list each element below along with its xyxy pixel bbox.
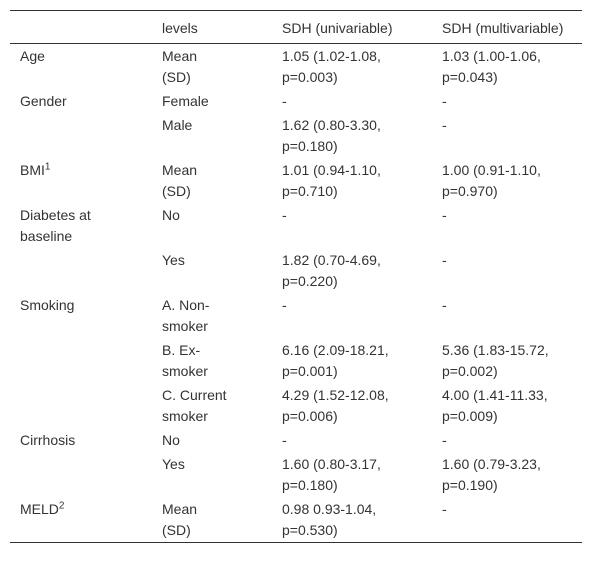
table-body: Age Mean (SD) 1.05 (1.02-1.08, p=0.003) 1.0…: [10, 44, 582, 543]
table-row: MELD2 Mean (SD) 0.98 0.93-1.04, p=0.530) -: [10, 497, 582, 543]
label-text: Cirrhosis: [20, 432, 76, 448]
table-cell: A. Non-smoker: [162, 297, 210, 334]
header-cell: levels: [162, 20, 198, 36]
table-cell: -: [282, 432, 287, 448]
table-cell: B. Ex-smoker: [162, 342, 208, 379]
table-cell: Mean (SD): [162, 48, 198, 85]
table-row: Male 1.62 (0.80-3.30, p=0.180) -: [10, 113, 582, 158]
row-label: Smoking: [10, 293, 152, 338]
header-cell: SDH (multivariable): [442, 20, 564, 36]
table-cell: 6.16 (2.09-18.21, p=0.001): [282, 342, 389, 379]
table-cell: 5.36 (1.83-15.72, p=0.002): [442, 342, 549, 379]
header-cell: [10, 11, 152, 44]
table-cell: 4.00 (1.41-11.33, p=0.009): [442, 387, 548, 424]
table-cell: 1.05 (1.02-1.08, p=0.003): [282, 48, 381, 85]
row-label: BMI1: [10, 158, 152, 203]
table-cell: Female: [162, 93, 209, 109]
table-cell: -: [442, 432, 447, 448]
table-cell: -: [282, 297, 287, 313]
table-cell: -: [442, 501, 447, 517]
table-cell: 1.01 (0.94-1.10, p=0.710): [282, 162, 381, 199]
table-cell: -: [442, 93, 447, 109]
row-label: [10, 383, 152, 428]
table-cell: Male: [162, 117, 193, 133]
table-cell: 1.82 (0.70-4.69, p=0.220): [282, 252, 381, 289]
table-cell: 1.62 (0.80-3.30, p=0.180): [282, 117, 381, 154]
table-cell: 1.60 (0.79-3.23, p=0.190): [442, 456, 541, 493]
table-cell: 1.00 (0.91-1.10, p=0.970): [442, 162, 541, 199]
table-cell: -: [442, 207, 447, 223]
row-label: [10, 113, 152, 158]
table-row: B. Ex-smoker 6.16 (2.09-18.21, p=0.001) 5.…: [10, 338, 582, 383]
row-label: [10, 338, 152, 383]
label-text: Age: [20, 48, 45, 64]
table-row: Diabetes at baseline No - -: [10, 203, 582, 248]
label-text: MELD: [20, 501, 59, 517]
label-text: Smoking: [20, 297, 75, 313]
row-label: Age: [10, 44, 152, 90]
table-cell: -: [442, 297, 447, 313]
label-text: Diabetes at baseline: [20, 207, 91, 244]
table-cell: 0.98 0.93-1.04, p=0.530): [282, 501, 377, 538]
table-cell: C. Current smoker: [162, 387, 227, 424]
row-label: MELD2: [10, 497, 152, 543]
table-row: Yes 1.82 (0.70-4.69, p=0.220) -: [10, 248, 582, 293]
table-row: BMI1 Mean (SD) 1.01 (0.94-1.10, p=0.710) 1.…: [10, 158, 582, 203]
table-cell: -: [282, 207, 287, 223]
table-cell: Mean (SD): [162, 162, 198, 199]
table-row: Cirrhosis No - -: [10, 428, 582, 452]
table-cell: -: [282, 93, 287, 109]
table-row: Age Mean (SD) 1.05 (1.02-1.08, p=0.003) 1.0…: [10, 44, 582, 90]
table-row: Yes 1.60 (0.80-3.17, p=0.180) 1.60 (0.79-3…: [10, 452, 582, 497]
table-cell: 1.60 (0.80-3.17, p=0.180): [282, 456, 381, 493]
table-row: Smoking A. Non-smoker - -: [10, 293, 582, 338]
label-text: BMI: [20, 162, 45, 178]
header-row: levels SDH (univariable) SDH (multivariabl…: [10, 10, 582, 44]
footnote-marker: 1: [44, 161, 51, 173]
table-cell: 1.03 (1.00-1.06, p=0.043): [442, 48, 541, 85]
table-header: levels SDH (univariable) SDH (multivariabl…: [10, 10, 582, 44]
row-label: [10, 248, 152, 293]
footnote-marker: 2: [58, 500, 65, 512]
label-text: Gender: [20, 93, 67, 109]
row-label: Diabetes at baseline: [10, 203, 152, 248]
table-cell: -: [442, 117, 447, 133]
header-cell: SDH (univariable): [282, 20, 393, 36]
row-label: Cirrhosis: [10, 428, 152, 452]
table-cell: No: [162, 207, 180, 223]
table-cell: Yes: [162, 456, 185, 472]
results-table: levels SDH (univariable) SDH (multivariabl…: [10, 10, 582, 543]
table-cell: Mean (SD): [162, 501, 198, 538]
table-row: C. Current smoker 4.29 (1.52-12.08, p=0.0…: [10, 383, 582, 428]
table-cell: 4.29 (1.52-12.08, p=0.006): [282, 387, 389, 424]
table-cell: No: [162, 432, 180, 448]
row-label: Gender: [10, 89, 152, 113]
row-label: [10, 452, 152, 497]
table-cell: Yes: [162, 252, 185, 268]
table-row: Gender Female - -: [10, 89, 582, 113]
table-cell: -: [442, 252, 447, 268]
